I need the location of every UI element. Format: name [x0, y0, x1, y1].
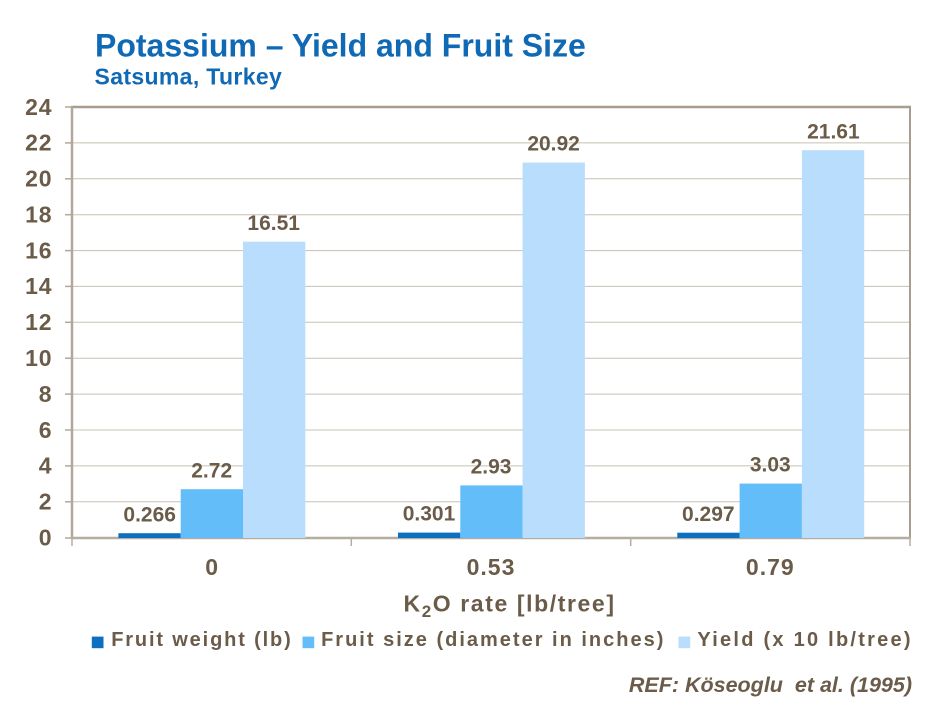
- svg-text:6: 6: [39, 417, 53, 443]
- svg-text:22: 22: [25, 130, 52, 156]
- svg-text:0: 0: [39, 525, 53, 551]
- svg-text:0.266: 0.266: [123, 503, 176, 526]
- svg-text:16.51: 16.51: [247, 212, 300, 235]
- svg-text:20.92: 20.92: [527, 133, 580, 156]
- svg-text:REF: Köseoglu et al. (1995): REF: Köseoglu et al. (1995): [629, 673, 912, 697]
- svg-text:3.03: 3.03: [750, 454, 791, 477]
- svg-text:10: 10: [25, 345, 52, 371]
- svg-text:Potassium – Yield and Fruit Si: Potassium – Yield and Fruit Size: [95, 27, 586, 63]
- svg-text:2: 2: [39, 489, 53, 515]
- svg-text:24: 24: [25, 94, 52, 120]
- svg-text:Fruit weight (lb): Fruit weight (lb): [111, 629, 292, 651]
- svg-text:4: 4: [39, 453, 53, 479]
- svg-text:20: 20: [25, 166, 52, 192]
- svg-text:14: 14: [25, 273, 52, 299]
- svg-text:21.61: 21.61: [807, 120, 860, 143]
- svg-text:2.72: 2.72: [191, 459, 232, 482]
- svg-text:0: 0: [205, 554, 218, 580]
- svg-text:12: 12: [25, 309, 52, 335]
- svg-text:Satsuma, Turkey: Satsuma, Turkey: [95, 64, 283, 90]
- svg-text:Yield (x 10 lb/tree): Yield (x 10 lb/tree): [697, 629, 912, 651]
- svg-text:8: 8: [39, 381, 53, 407]
- svg-text:2.93: 2.93: [471, 456, 512, 479]
- svg-text:K2O rate [lb/tree]: K2O rate [lb/tree]: [404, 590, 616, 621]
- svg-text:16: 16: [25, 237, 52, 263]
- svg-text:18: 18: [25, 202, 52, 228]
- svg-text:0.297: 0.297: [682, 503, 735, 526]
- svg-text:0.53: 0.53: [467, 554, 516, 580]
- svg-text:0.79: 0.79: [746, 554, 795, 580]
- svg-text:Fruit size (diameter in inches: Fruit size (diameter in inches): [321, 629, 665, 651]
- svg-text:0.301: 0.301: [403, 503, 456, 526]
